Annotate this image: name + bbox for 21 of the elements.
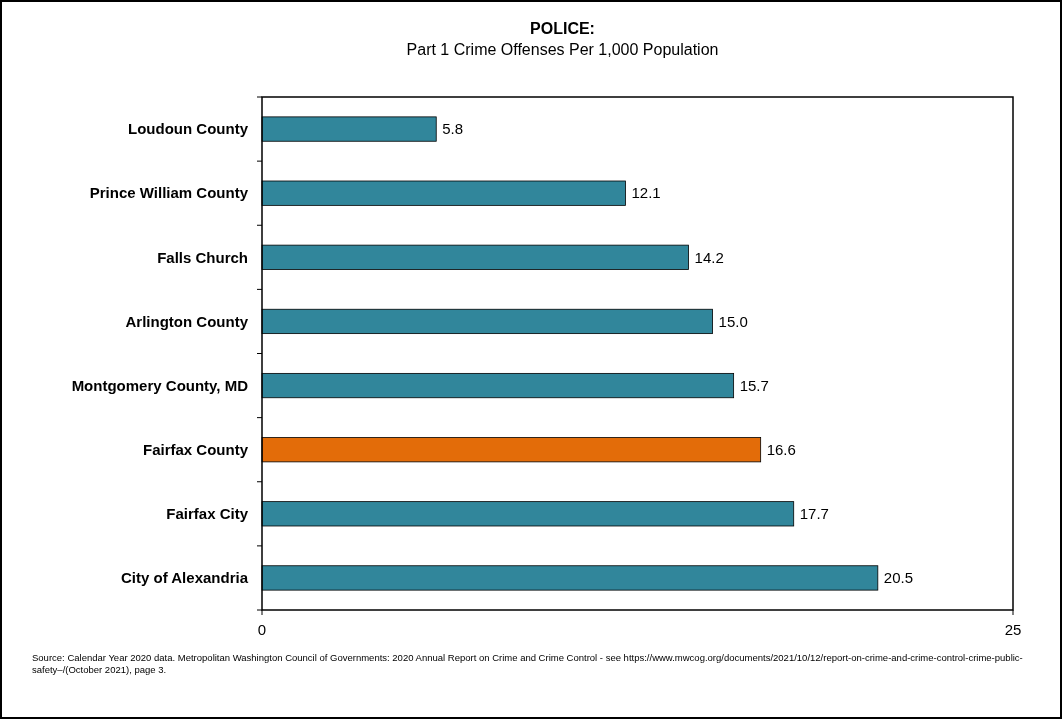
source-note: Source: Calendar Year 2020 data. Metropolitan Washington Council of Governments: 2020 Annual Report on Crime and Crime Control - see https://www.mwcog.org/documents/2021/10/12/report-on-crime-and-crime-control-crime-public-safety–/(October 2021), page 3.	[32, 652, 1024, 676]
y-tick-label: Arlington County	[125, 312, 249, 330]
y-tick-label: Prince William County	[89, 184, 249, 202]
chart-subtitle: Part 1 Crime Offenses Per 1,000 Population	[406, 41, 719, 58]
data-label: 12.1	[631, 184, 661, 202]
data-label: 16.6	[766, 440, 796, 458]
y-tick-label: Loudoun County	[128, 120, 249, 138]
data-label: 5.8	[442, 120, 464, 138]
x-tick-label: 25	[1004, 621, 1022, 639]
y-tick-label: Fairfax City	[166, 505, 249, 523]
x-tick-label: 0	[257, 621, 267, 639]
data-label: 20.5	[883, 569, 914, 587]
y-tick-label: Montgomery County, MD	[71, 376, 249, 394]
y-tick-label: Fairfax County	[142, 440, 249, 458]
y-tick-label: Falls Church	[157, 248, 248, 266]
y-tick-label: City of Alexandria	[121, 569, 249, 587]
data-label: 15.0	[718, 312, 748, 330]
data-label: 15.7	[739, 376, 769, 394]
chart-title: POLICE:	[530, 20, 595, 37]
data-label: 14.2	[694, 248, 724, 266]
data-label: 17.7	[799, 505, 829, 523]
